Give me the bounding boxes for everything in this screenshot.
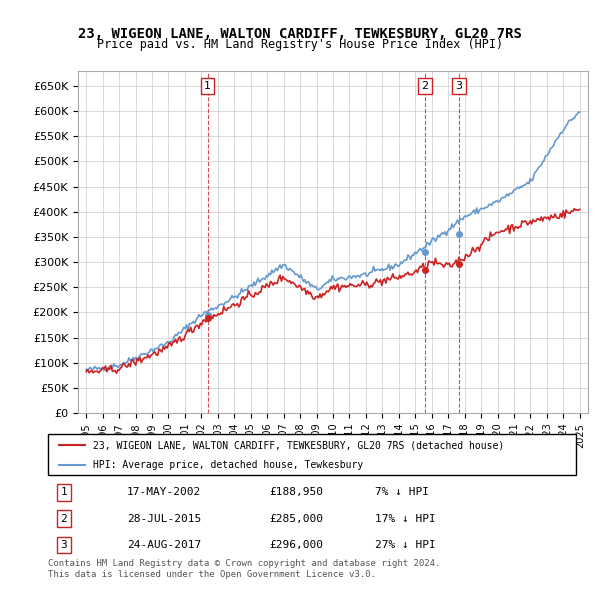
Text: 17-MAY-2002: 17-MAY-2002 xyxy=(127,487,202,497)
Text: Contains HM Land Registry data © Crown copyright and database right 2024.
This d: Contains HM Land Registry data © Crown c… xyxy=(48,559,440,579)
Text: 23, WIGEON LANE, WALTON CARDIFF, TEWKESBURY, GL20 7RS: 23, WIGEON LANE, WALTON CARDIFF, TEWKESB… xyxy=(78,27,522,41)
FancyBboxPatch shape xyxy=(48,434,576,475)
Text: 17% ↓ HPI: 17% ↓ HPI xyxy=(376,514,436,524)
Text: 3: 3 xyxy=(61,540,67,550)
Text: 7% ↓ HPI: 7% ↓ HPI xyxy=(376,487,430,497)
Text: 2: 2 xyxy=(421,81,428,91)
Text: HPI: Average price, detached house, Tewkesbury: HPI: Average price, detached house, Tewk… xyxy=(93,460,363,470)
Text: 1: 1 xyxy=(61,487,67,497)
Text: 2: 2 xyxy=(61,514,67,524)
Text: £285,000: £285,000 xyxy=(270,514,324,524)
Text: 1: 1 xyxy=(204,81,211,91)
Text: 28-JUL-2015: 28-JUL-2015 xyxy=(127,514,202,524)
Text: 23, WIGEON LANE, WALTON CARDIFF, TEWKESBURY, GL20 7RS (detached house): 23, WIGEON LANE, WALTON CARDIFF, TEWKESB… xyxy=(93,440,504,450)
Text: £296,000: £296,000 xyxy=(270,540,324,550)
Text: 27% ↓ HPI: 27% ↓ HPI xyxy=(376,540,436,550)
Text: 24-AUG-2017: 24-AUG-2017 xyxy=(127,540,202,550)
Text: £188,950: £188,950 xyxy=(270,487,324,497)
Text: 3: 3 xyxy=(455,81,463,91)
Text: Price paid vs. HM Land Registry's House Price Index (HPI): Price paid vs. HM Land Registry's House … xyxy=(97,38,503,51)
